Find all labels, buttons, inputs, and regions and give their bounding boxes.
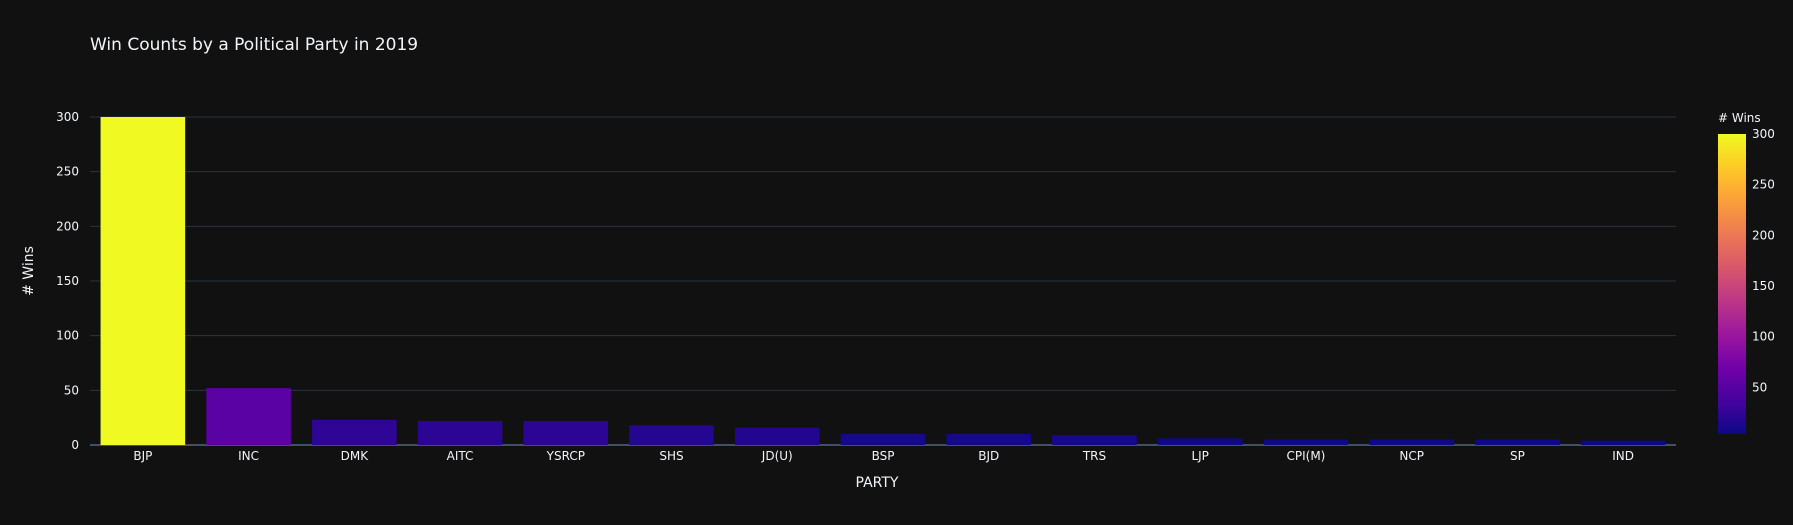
x-tick-label: AITC xyxy=(447,449,474,463)
bar-bjp[interactable] xyxy=(100,117,186,445)
colorbar-title: # Wins xyxy=(1718,111,1761,125)
x-axis-title: PARTY xyxy=(856,475,899,491)
bar-shs[interactable] xyxy=(629,425,714,445)
y-tick-label: 200 xyxy=(56,219,79,233)
y-tick-label: 100 xyxy=(56,329,79,343)
y-axis-title: # Wins xyxy=(21,246,37,296)
x-tick-label: YSRCP xyxy=(546,449,585,463)
colorbar-tick-label: 100 xyxy=(1752,330,1775,344)
y-axis-ticks: 0 50 100 150 200 250 300 xyxy=(56,110,79,452)
colorbar-tick-label: 200 xyxy=(1752,228,1775,242)
bar-inc[interactable] xyxy=(206,388,291,445)
x-tick-label: BJD xyxy=(978,449,999,463)
x-tick-label: BSP xyxy=(872,449,895,463)
bar-ncp[interactable] xyxy=(1369,439,1454,445)
bar-bsp[interactable] xyxy=(840,434,926,445)
bar-aitc[interactable] xyxy=(417,420,503,445)
bar-trs[interactable] xyxy=(1052,435,1137,445)
x-tick-label: SP xyxy=(1510,449,1525,463)
y-tick-label: 0 xyxy=(71,438,79,452)
y-tick-label: 250 xyxy=(56,165,79,179)
x-tick-label: SHS xyxy=(659,449,683,463)
bars xyxy=(100,117,1666,445)
colorbar-tick-label: 50 xyxy=(1752,380,1767,394)
x-axis-ticks: BJP INC DMK AITC YSRCP SHS JD(U) BSP BJD TRS LJP CP… xyxy=(133,449,1634,463)
x-tick-label: NCP xyxy=(1399,449,1424,463)
chart-title: Win Counts by a Political Party in 2019 xyxy=(90,35,418,55)
colorbar-tick-label: 250 xyxy=(1752,178,1775,192)
bar-bjd[interactable] xyxy=(946,434,1032,445)
x-tick-label: JD(U) xyxy=(761,449,793,463)
bar-cpim[interactable] xyxy=(1263,439,1349,445)
colorbar: # Wins 50 100 150 200 250 300 xyxy=(1718,111,1775,434)
colorbar-ticks: 50 100 150 200 250 300 xyxy=(1752,127,1775,394)
x-tick-label: TRS xyxy=(1082,449,1106,463)
x-tick-label: CPI(M) xyxy=(1286,449,1325,463)
x-tick-label: DMK xyxy=(341,449,370,463)
colorbar-scale xyxy=(1718,134,1746,434)
x-tick-label: INC xyxy=(238,449,259,463)
y-tick-label: 300 xyxy=(56,110,79,124)
y-tick-label: 150 xyxy=(56,274,79,288)
bar-sp[interactable] xyxy=(1475,439,1560,445)
colorbar-tick-label: 150 xyxy=(1752,279,1775,293)
bar-ind[interactable] xyxy=(1580,440,1666,445)
x-tick-label: LJP xyxy=(1191,449,1208,463)
x-tick-label: IND xyxy=(1612,449,1634,463)
bar-jdu[interactable] xyxy=(734,427,820,445)
bar-ljp[interactable] xyxy=(1157,438,1243,445)
colorbar-tick-label: 300 xyxy=(1752,127,1775,141)
y-tick-label: 50 xyxy=(64,383,79,397)
bar-ysrcp[interactable] xyxy=(523,420,609,445)
x-tick-label: BJP xyxy=(133,449,152,463)
bar-dmk[interactable] xyxy=(312,419,397,445)
